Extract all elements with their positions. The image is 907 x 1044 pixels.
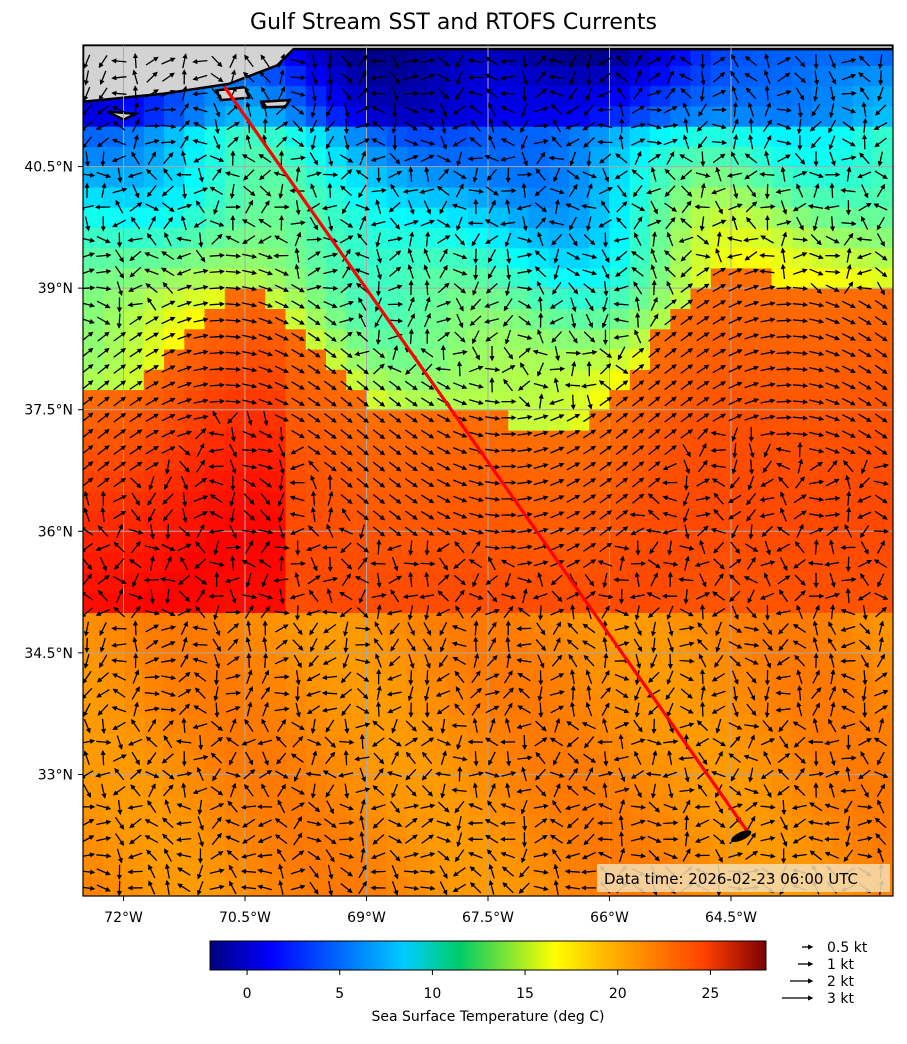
legend-label: 0.5 kt bbox=[827, 940, 868, 956]
speed-legend: 0.5 kt1 kt2 kt3 kt bbox=[782, 940, 868, 1007]
x-tick-label: 70.5°W bbox=[219, 910, 271, 926]
x-tick-label: 67.5°W bbox=[462, 910, 514, 926]
route-line bbox=[223, 85, 749, 833]
x-tick-label: 69°W bbox=[347, 910, 386, 926]
colorbar-label: Sea Surface Temperature (deg C) bbox=[371, 1009, 605, 1025]
colorbar-tick-label: 25 bbox=[701, 986, 719, 1002]
y-tick-label: 36°N bbox=[38, 524, 73, 540]
colorbar bbox=[209, 940, 767, 971]
y-tick-label: 40.5°N bbox=[24, 160, 73, 176]
colorbar-ticks: 0 5 10 15 20 25 bbox=[243, 970, 719, 1002]
colorbar-tick-label: 15 bbox=[516, 986, 534, 1002]
y-axis-ticks: 40.5°N 39°N 37.5°N 36°N 34.5°N 33°N bbox=[24, 160, 83, 783]
colorbar-tick-label: 20 bbox=[609, 986, 627, 1002]
x-axis-ticks: 72°W 70.5°W 69°W 67.5°W 66°W 64.5°W bbox=[104, 896, 757, 926]
x-tick-label: 66°W bbox=[590, 910, 629, 926]
colorbar-tick-label: 0 bbox=[243, 986, 252, 1002]
route bbox=[223, 85, 752, 843]
colorbar-tick-label: 10 bbox=[423, 986, 441, 1002]
legend-label: 3 kt bbox=[827, 991, 854, 1007]
legend-label: 2 kt bbox=[827, 974, 854, 990]
data-time-box: Data time: 2026-02-23 06:00 UTC bbox=[597, 864, 890, 892]
data-time-text: Data time: 2026-02-23 06:00 UTC bbox=[604, 870, 858, 888]
legend-label: 1 kt bbox=[827, 957, 854, 973]
colorbar-tick-label: 5 bbox=[335, 986, 344, 1002]
y-tick-label: 33°N bbox=[38, 767, 73, 783]
island-end bbox=[731, 830, 752, 843]
y-tick-label: 34.5°N bbox=[24, 646, 73, 662]
y-tick-label: 37.5°N bbox=[24, 403, 73, 419]
current-vectors bbox=[83, 52, 890, 896]
map-title: Gulf Stream SST and RTOFS Currents bbox=[250, 10, 657, 35]
x-tick-label: 64.5°W bbox=[705, 910, 757, 926]
y-tick-label: 39°N bbox=[38, 281, 73, 297]
x-tick-label: 72°W bbox=[104, 910, 143, 926]
